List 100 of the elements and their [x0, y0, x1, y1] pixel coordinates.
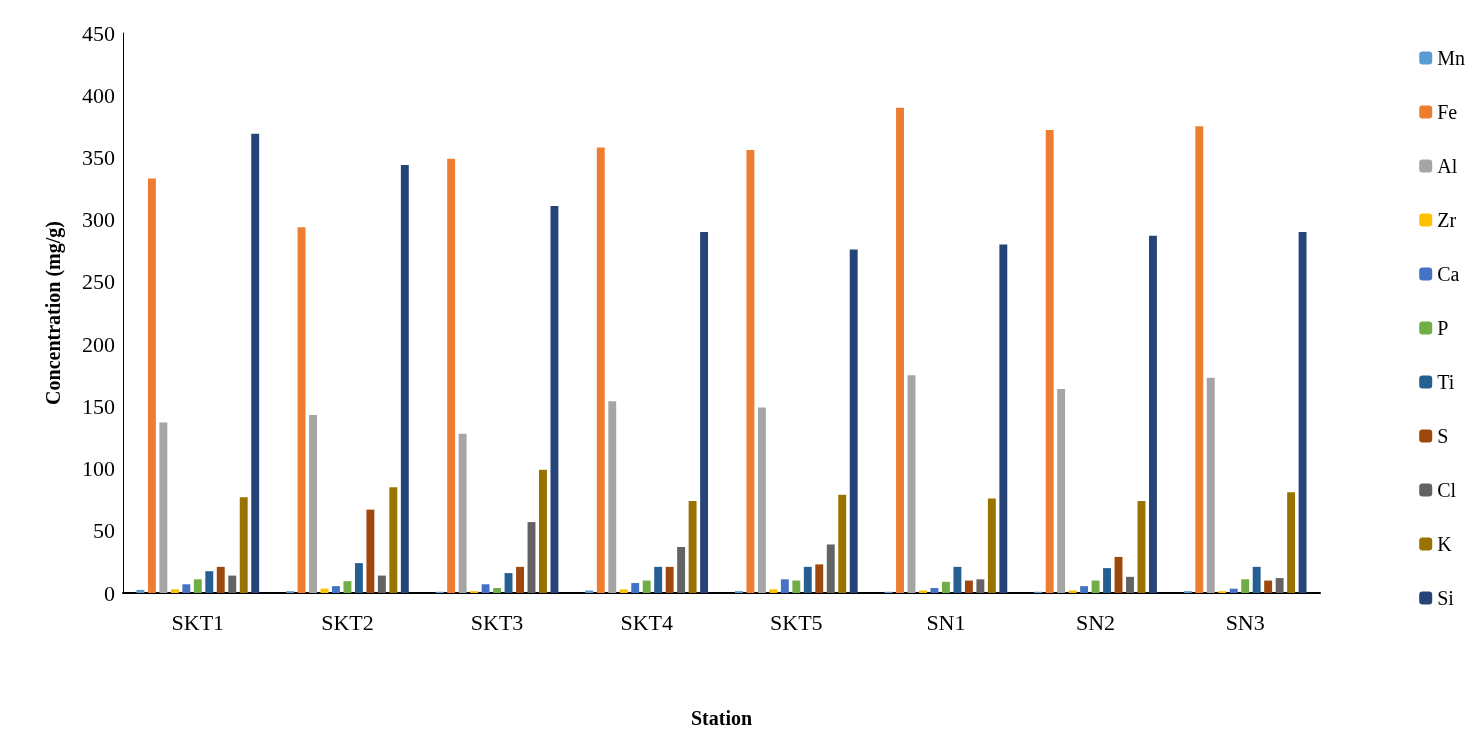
bar — [400, 164, 409, 593]
bar — [216, 566, 225, 593]
bar — [1045, 130, 1054, 593]
bar — [228, 575, 237, 593]
bar — [654, 566, 663, 593]
bar — [642, 580, 651, 593]
bar — [746, 149, 755, 593]
bar — [1091, 580, 1100, 593]
bar — [332, 586, 340, 593]
bar — [792, 580, 801, 593]
bar — [516, 566, 524, 593]
x-axis-title: Station — [690, 707, 753, 729]
y-tick-label: 200 — [82, 331, 115, 357]
bar — [1195, 126, 1204, 593]
bar — [205, 571, 214, 593]
legend-label: S — [1437, 425, 1449, 447]
bar — [665, 566, 674, 593]
legend-label: Zr — [1437, 209, 1457, 231]
y-tick-label: 400 — [82, 82, 115, 108]
bar — [1057, 388, 1066, 593]
legend-label: Si — [1437, 587, 1455, 609]
bar — [987, 498, 996, 593]
x-tick-label: SN2 — [1076, 609, 1116, 635]
x-tick-label: SKT5 — [770, 609, 823, 635]
bar — [964, 580, 973, 593]
bar — [1080, 586, 1089, 593]
bar — [1206, 377, 1215, 593]
legend-label: Al — [1437, 155, 1458, 177]
bar — [170, 589, 179, 593]
x-tick-label: SKT2 — [321, 609, 374, 635]
bar — [631, 583, 640, 593]
legend-label: Ca — [1437, 263, 1460, 285]
bar — [941, 581, 950, 593]
bar — [1275, 578, 1284, 593]
bar — [193, 579, 202, 593]
legend-label: Fe — [1437, 101, 1458, 123]
y-tick-label: 150 — [82, 393, 115, 419]
bar — [688, 500, 697, 593]
x-tick-label: SN1 — [926, 609, 966, 635]
bar — [481, 584, 490, 593]
x-tick-label: SN3 — [1225, 609, 1265, 635]
x-tick-label: SKT4 — [620, 609, 673, 635]
bar — [849, 249, 858, 593]
y-tick-label: 300 — [82, 207, 115, 233]
bar — [700, 232, 709, 593]
y-axis-title: Concentration (mg/g) — [42, 221, 65, 405]
x-tick-label: SKT1 — [171, 609, 225, 635]
bar — [780, 579, 789, 593]
bar — [458, 433, 467, 593]
y-tick-label: 50 — [93, 518, 115, 544]
x-tick-label: SKT3 — [470, 609, 524, 635]
bar — [976, 579, 985, 593]
legend-label: P — [1437, 317, 1449, 339]
bar — [1298, 232, 1307, 593]
bar — [1229, 588, 1238, 593]
bar — [159, 422, 168, 593]
bar — [550, 205, 559, 593]
bar — [999, 244, 1008, 593]
bar — [1148, 235, 1157, 593]
bar — [1287, 492, 1296, 593]
bar — [619, 589, 628, 593]
bar — [389, 487, 398, 593]
bar — [447, 158, 456, 593]
bar — [1126, 576, 1134, 593]
bar — [769, 589, 778, 593]
legend-label: Ti — [1437, 371, 1455, 393]
bar — [608, 401, 617, 593]
bar — [493, 588, 502, 593]
bar — [677, 546, 686, 593]
bar — [1103, 568, 1111, 593]
bar — [803, 566, 812, 593]
bar — [147, 178, 156, 593]
bar — [930, 588, 939, 593]
bar — [239, 497, 248, 593]
bar — [136, 589, 145, 593]
y-tick-label: 0 — [104, 580, 115, 606]
bar — [896, 107, 904, 593]
y-tick-label: 350 — [82, 144, 115, 170]
bar — [757, 407, 766, 593]
bar — [377, 575, 386, 593]
bar — [815, 564, 824, 593]
bar — [366, 509, 375, 593]
bar — [182, 584, 191, 593]
legend-label: Cl — [1437, 479, 1457, 501]
bar — [826, 544, 835, 593]
bar — [343, 581, 352, 593]
y-tick-label: 450 — [82, 20, 115, 46]
bar — [1241, 579, 1250, 593]
legend-label: Mn — [1437, 47, 1466, 69]
bar — [596, 147, 605, 593]
y-tick-label: 250 — [82, 269, 115, 295]
bar — [1264, 580, 1273, 593]
bar — [354, 563, 363, 593]
bar — [953, 566, 962, 593]
bar — [838, 494, 847, 593]
bar — [251, 133, 260, 593]
y-tick-label: 100 — [82, 456, 115, 482]
legend-label: K — [1437, 533, 1453, 555]
bar — [539, 469, 547, 593]
bar — [309, 415, 317, 593]
